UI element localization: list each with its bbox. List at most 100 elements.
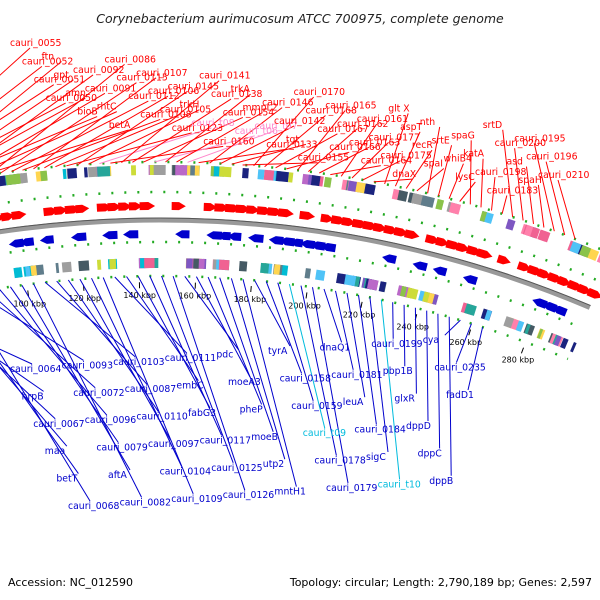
forward-leader-line — [0, 102, 66, 138]
forward-leader-line — [0, 74, 94, 144]
outer-feature-block — [15, 173, 21, 184]
forward-leader-line — [502, 129, 514, 218]
reverse-leader-line — [67, 279, 159, 412]
forward-gene-label: cauri_0108 — [140, 110, 191, 121]
forward-gene-label: cauri_0154 — [223, 108, 274, 119]
reverse-leader-line — [207, 276, 263, 405]
inner-feature-block — [61, 261, 72, 273]
forward-leader-line — [264, 115, 326, 168]
outer-feature-block — [479, 210, 488, 222]
forward-gene-arrow — [139, 202, 156, 211]
reverse-leader-line — [149, 275, 223, 436]
forward-leader-line — [297, 110, 346, 171]
inner-feature-block — [344, 274, 357, 287]
inner-feature-block — [263, 263, 270, 274]
forward-leader-line — [198, 148, 287, 164]
forward-gene-arrow — [118, 202, 133, 211]
tick-label: 200 kbp — [288, 301, 321, 310]
reverse-leader-line — [161, 275, 234, 463]
reverse-leader-line — [33, 283, 143, 498]
reverse-leader-line — [126, 276, 199, 381]
inner-feature-block — [304, 268, 311, 279]
reverse-leader-line — [426, 310, 429, 422]
outer-feature-block — [323, 176, 332, 188]
reverse-gene-label: cauri_0082 — [120, 497, 171, 508]
forward-gene-label: amn — [65, 88, 86, 99]
reverse-gene-label: cauri_0125 — [211, 463, 262, 474]
forward-gene-label: cauri_0196 — [526, 152, 577, 163]
reverse-gene-arrow — [102, 230, 118, 240]
outer-feature-block — [505, 218, 516, 231]
reverse-gene-label: cauri_0093 — [62, 360, 113, 371]
reverse-leader-line — [0, 301, 96, 389]
reverse-gene-label: cauri_0181 — [331, 370, 382, 381]
reverse-gene-label: glxR — [394, 394, 415, 405]
forward-gene-arrow — [341, 217, 356, 227]
forward-leader-line — [525, 166, 534, 224]
inner-feature-block — [281, 265, 289, 276]
forward-leader-line — [121, 80, 220, 163]
forward-gene-label: rhtC — [97, 102, 117, 113]
forward-leader-line — [0, 79, 74, 131]
forward-leader-line — [340, 123, 378, 177]
reverse-leader-line — [265, 281, 303, 374]
inner-feature-block — [25, 266, 31, 277]
reverse-gene-label: cauri_0159 — [291, 401, 342, 412]
tick-label: 280 kbp — [502, 356, 535, 365]
forward-leader-line — [33, 77, 157, 170]
outer-feature-block — [153, 165, 166, 176]
outer-feature-block — [347, 180, 358, 192]
inner-feature-block — [315, 269, 326, 281]
outer-feature-block — [275, 170, 289, 183]
inner-feature-block — [336, 272, 347, 285]
reverse-gene-label: cauri_0117 — [200, 435, 251, 446]
outer-feature-block — [287, 172, 294, 183]
tick-label: 220 kbp — [343, 311, 376, 320]
forward-leader-line — [165, 93, 251, 163]
forward-leader-line — [427, 126, 441, 194]
outer-feature-block — [579, 245, 592, 258]
forward-gene-label: cauri_t07 — [254, 121, 297, 132]
forward-gene-label: cauri_0162 — [337, 119, 388, 130]
reverse-gene-arrow — [432, 266, 448, 277]
reverse-gene-label: cauri_0096 — [85, 415, 136, 426]
inner-feature-block — [484, 309, 493, 321]
accession-text: Accession: NC_012590 — [8, 576, 133, 589]
forward-gene-arrow — [171, 202, 186, 211]
reverse-gene-label: cauri_t10 — [378, 479, 421, 490]
reverse-leader-line — [312, 287, 349, 484]
forward-leader-line — [469, 140, 472, 205]
outer-feature-block — [538, 229, 551, 243]
outer-feature-block — [40, 170, 48, 182]
forward-leader-line — [557, 179, 576, 240]
forward-gene-label: cauri_0115 — [116, 73, 167, 84]
inner-feature-block — [422, 291, 430, 303]
reverse-gene-label: pdc — [216, 350, 233, 361]
reverse-gene-arrow — [279, 237, 295, 247]
forward-gene-label: cauri_0133 — [266, 139, 317, 150]
reverse-gene-arrow — [462, 275, 478, 286]
forward-gene-label: recR — [412, 140, 433, 151]
outer-feature-block — [130, 165, 137, 176]
reverse-leader-line — [437, 313, 441, 449]
forward-leader-line — [55, 114, 181, 168]
forward-leader-line — [132, 98, 232, 163]
forward-gene-label: cauri_0163 — [349, 137, 400, 148]
reverse-gene-arrow — [19, 237, 35, 247]
forward-gene-label: spaG — [451, 130, 475, 141]
forward-leader-line — [0, 61, 62, 113]
reverse-leader-line — [56, 280, 148, 385]
forward-gene-arrow — [576, 283, 592, 295]
forward-gene-arrow — [53, 206, 69, 216]
reverse-gene-label: embC — [176, 381, 203, 392]
forward-gene-label: nth — [420, 117, 436, 128]
forward-leader-line — [533, 143, 555, 232]
reverse-leader-line — [0, 362, 79, 474]
forward-gene-label: cauri_0086 — [105, 54, 156, 65]
reverse-gene-arrow — [123, 230, 139, 239]
forward-gene-label: cauri_0145 — [168, 81, 219, 92]
tick-mark — [305, 292, 308, 299]
reverse-gene-label: hrpB — [22, 391, 44, 402]
forward-leader-line — [362, 160, 401, 181]
dotted-guide-ring-0 — [0, 160, 600, 251]
